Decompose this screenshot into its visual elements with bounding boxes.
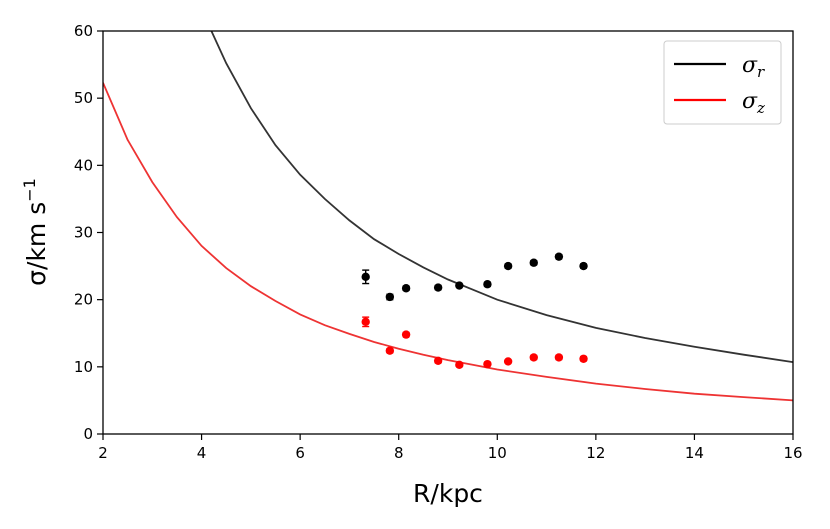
data-point-sigma-z (529, 353, 538, 362)
data-point-sigma-z (385, 346, 395, 355)
legend: σr σz (663, 40, 782, 125)
x-tick-label: 6 (295, 444, 305, 462)
y-axis-label: σ/km s−1 (20, 178, 51, 286)
data-point-sigma-z (554, 353, 564, 362)
x-tick-label: 12 (586, 444, 605, 462)
curve-sigma-z (103, 82, 793, 402)
y-tick-label: 30 (74, 224, 93, 242)
data-point-sigma-z (483, 359, 492, 369)
data-point-sigma-r (385, 292, 395, 302)
data-point-sigma-z (433, 356, 443, 365)
data-point-sigma-r (433, 283, 443, 292)
y-tick-label: 50 (74, 89, 93, 107)
x-axis-ticks: 2 4 6 8 10 12 14 16 (98, 434, 803, 462)
legend-label-sigma-r: σr (742, 53, 765, 81)
data-point-sigma-z (401, 330, 411, 339)
y-tick-label: 40 (74, 156, 93, 174)
y-axis-ticks: 0 10 20 30 40 50 60 (74, 22, 103, 443)
legend-label-sigma-z: σz (742, 89, 765, 117)
data-point-sigma-r (503, 261, 513, 271)
model-curves (103, 31, 793, 402)
x-axis-label: R/kpc (413, 479, 483, 508)
data-point-sigma-z (579, 354, 588, 363)
x-tick-label: 10 (488, 444, 507, 462)
x-tick-label: 16 (783, 444, 802, 462)
data-point-sigma-z (455, 360, 464, 370)
x-tick-label: 4 (197, 444, 207, 462)
legend-box (663, 40, 782, 125)
data-point-sigma-r (361, 272, 370, 282)
data-point-sigma-z (503, 357, 513, 366)
data-point-sigma-r (579, 261, 588, 271)
data-point-sigma-r (483, 280, 492, 289)
y-tick-label: 10 (74, 358, 93, 376)
data-point-sigma-r (529, 258, 538, 267)
data-point-sigma-r (455, 281, 464, 290)
curve-sigma-r (210, 31, 793, 363)
x-tick-label: 2 (98, 444, 108, 462)
y-tick-label: 60 (74, 22, 93, 40)
x-tick-label: 14 (685, 444, 704, 462)
data-point-sigma-z (361, 317, 370, 327)
data-points (361, 252, 588, 370)
y-axis-label-exponent: −1 (20, 178, 39, 202)
y-axis-label-base: σ/km s (22, 202, 51, 286)
x-tick-label: 8 (394, 444, 404, 462)
data-point-sigma-r (401, 284, 411, 293)
data-point-sigma-r (554, 252, 564, 261)
y-tick-label: 20 (74, 291, 93, 309)
y-tick-label: 0 (83, 425, 93, 443)
